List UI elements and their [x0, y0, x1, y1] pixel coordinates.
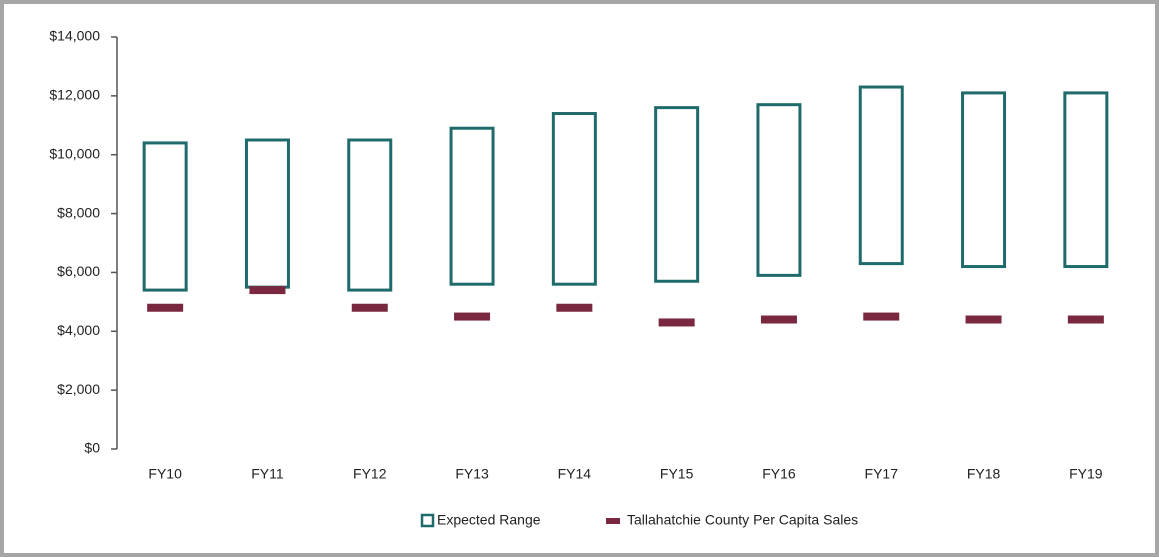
- y-tick-label: $8,000: [57, 204, 100, 220]
- range-box: [347, 138, 393, 292]
- x-tick-label: FY18: [967, 466, 1001, 482]
- sales-marker: [658, 318, 695, 327]
- sales-marker: [760, 315, 797, 324]
- x-tick-label: FY14: [558, 466, 592, 482]
- sales-marker: [454, 312, 491, 321]
- x-tick-label: FY12: [353, 466, 387, 482]
- y-tick-label: $10,000: [49, 145, 100, 161]
- x-tick-label: FY13: [455, 466, 489, 482]
- sales-marker: [863, 312, 900, 321]
- range-box: [142, 141, 188, 292]
- range-box: [961, 91, 1007, 269]
- x-tick-label: FY19: [1069, 466, 1103, 482]
- x-tick-label: FY10: [148, 466, 182, 482]
- y-tick-label: $12,000: [49, 87, 100, 103]
- range-box: [449, 126, 495, 286]
- range-box: [756, 103, 802, 277]
- range-box: [654, 106, 700, 283]
- legend-swatch: [420, 513, 435, 528]
- sales-marker: [147, 303, 184, 312]
- x-tick-label: FY16: [762, 466, 796, 482]
- legend-label: Expected Range: [437, 512, 541, 528]
- sales-marker: [351, 303, 388, 312]
- legend-swatch: [606, 518, 620, 524]
- y-tick-label: $0: [84, 440, 100, 456]
- x-tick-label: FY17: [865, 466, 899, 482]
- sales-marker: [965, 315, 1002, 324]
- y-tick-label: $6,000: [57, 263, 100, 279]
- range-box: [858, 85, 904, 266]
- sales-marker: [1067, 315, 1104, 324]
- y-tick-label: $2,000: [57, 381, 100, 397]
- x-tick-label: FY11: [251, 466, 284, 482]
- sales-marker: [556, 303, 593, 312]
- y-tick-label: $4,000: [57, 322, 100, 338]
- y-tick-label: $14,000: [49, 28, 100, 44]
- legend-label: Tallahatchie County Per Capita Sales: [627, 512, 858, 528]
- range-box: [551, 112, 597, 286]
- sales-marker: [249, 286, 286, 295]
- x-tick-label: FY15: [660, 466, 694, 482]
- range-box: [1063, 91, 1109, 269]
